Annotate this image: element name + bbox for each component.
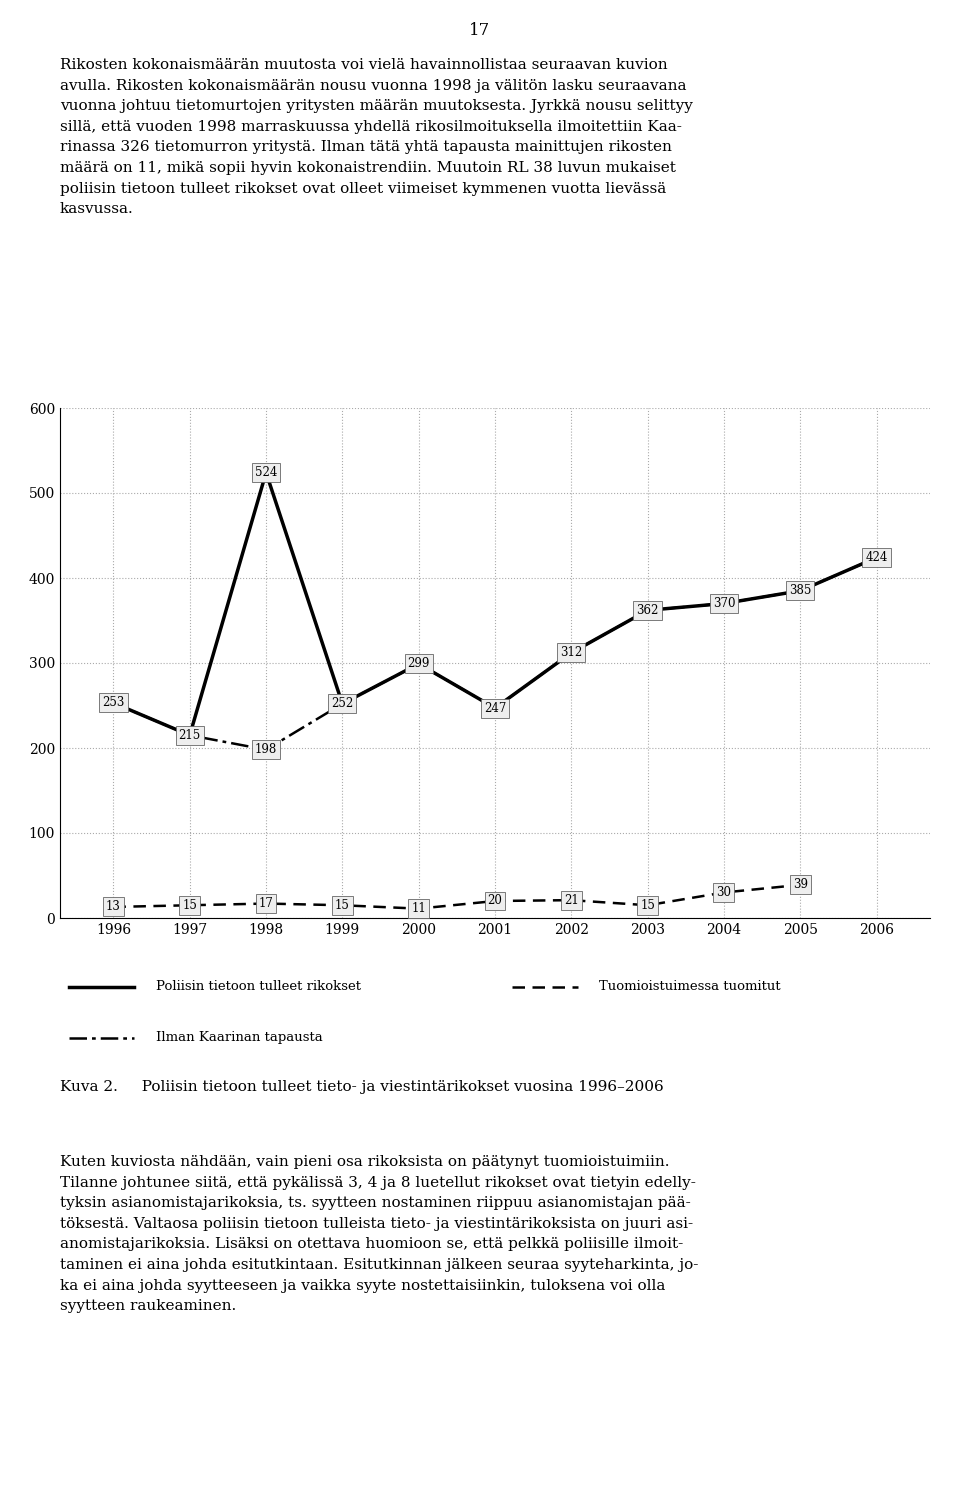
Text: 299: 299 [407,658,430,670]
Text: 198: 198 [255,744,277,756]
Text: 15: 15 [640,899,655,911]
Text: Poliisin tietoon tulleet rikokset: Poliisin tietoon tulleet rikokset [156,981,361,993]
Text: Poliisin tietoon tulleet tieto- ja viestintärikokset vuosina 1996–2006: Poliisin tietoon tulleet tieto- ja viest… [132,1080,663,1094]
Text: 253: 253 [102,697,125,709]
Text: 247: 247 [484,702,506,715]
Text: 11: 11 [411,902,426,914]
Text: 424: 424 [865,551,888,564]
Text: 30: 30 [716,886,732,899]
Text: 370: 370 [712,598,735,610]
Text: Kuten kuviosta nähdään, vain pieni osa rikoksista on päätynyt tuomioistuimiin.
T: Kuten kuviosta nähdään, vain pieni osa r… [60,1154,698,1313]
Text: 312: 312 [561,646,583,659]
Text: 21: 21 [564,893,579,907]
Text: 17: 17 [469,23,491,39]
Text: Rikosten kokonaismäärän muutosta voi vielä havainnollistaa seuraavan kuvion
avul: Rikosten kokonaismäärän muutosta voi vie… [60,57,693,216]
Text: 385: 385 [789,584,811,598]
Text: 15: 15 [335,899,349,911]
Text: Kuva 2.: Kuva 2. [60,1080,118,1094]
Text: 39: 39 [793,878,807,892]
Text: 524: 524 [254,466,277,478]
Text: 17: 17 [258,896,274,910]
Text: 20: 20 [488,895,502,907]
Text: 215: 215 [179,729,201,742]
Text: 13: 13 [106,901,121,913]
Text: Tuomioistuimessa tuomitut: Tuomioistuimessa tuomitut [599,981,781,993]
Text: Ilman Kaarinan tapausta: Ilman Kaarinan tapausta [156,1031,323,1044]
Text: 15: 15 [182,899,197,911]
Text: 252: 252 [331,697,353,711]
Text: 362: 362 [636,604,659,617]
